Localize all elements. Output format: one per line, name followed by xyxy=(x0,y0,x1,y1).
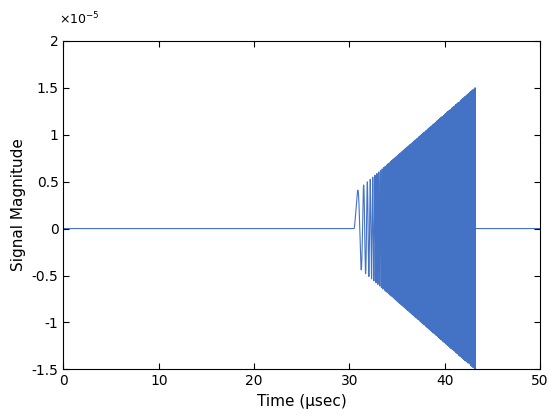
Text: $\times10^{-5}$: $\times10^{-5}$ xyxy=(59,11,99,27)
X-axis label: Time (µsec): Time (µsec) xyxy=(257,394,347,409)
Y-axis label: Signal Magnitude: Signal Magnitude xyxy=(11,139,26,271)
